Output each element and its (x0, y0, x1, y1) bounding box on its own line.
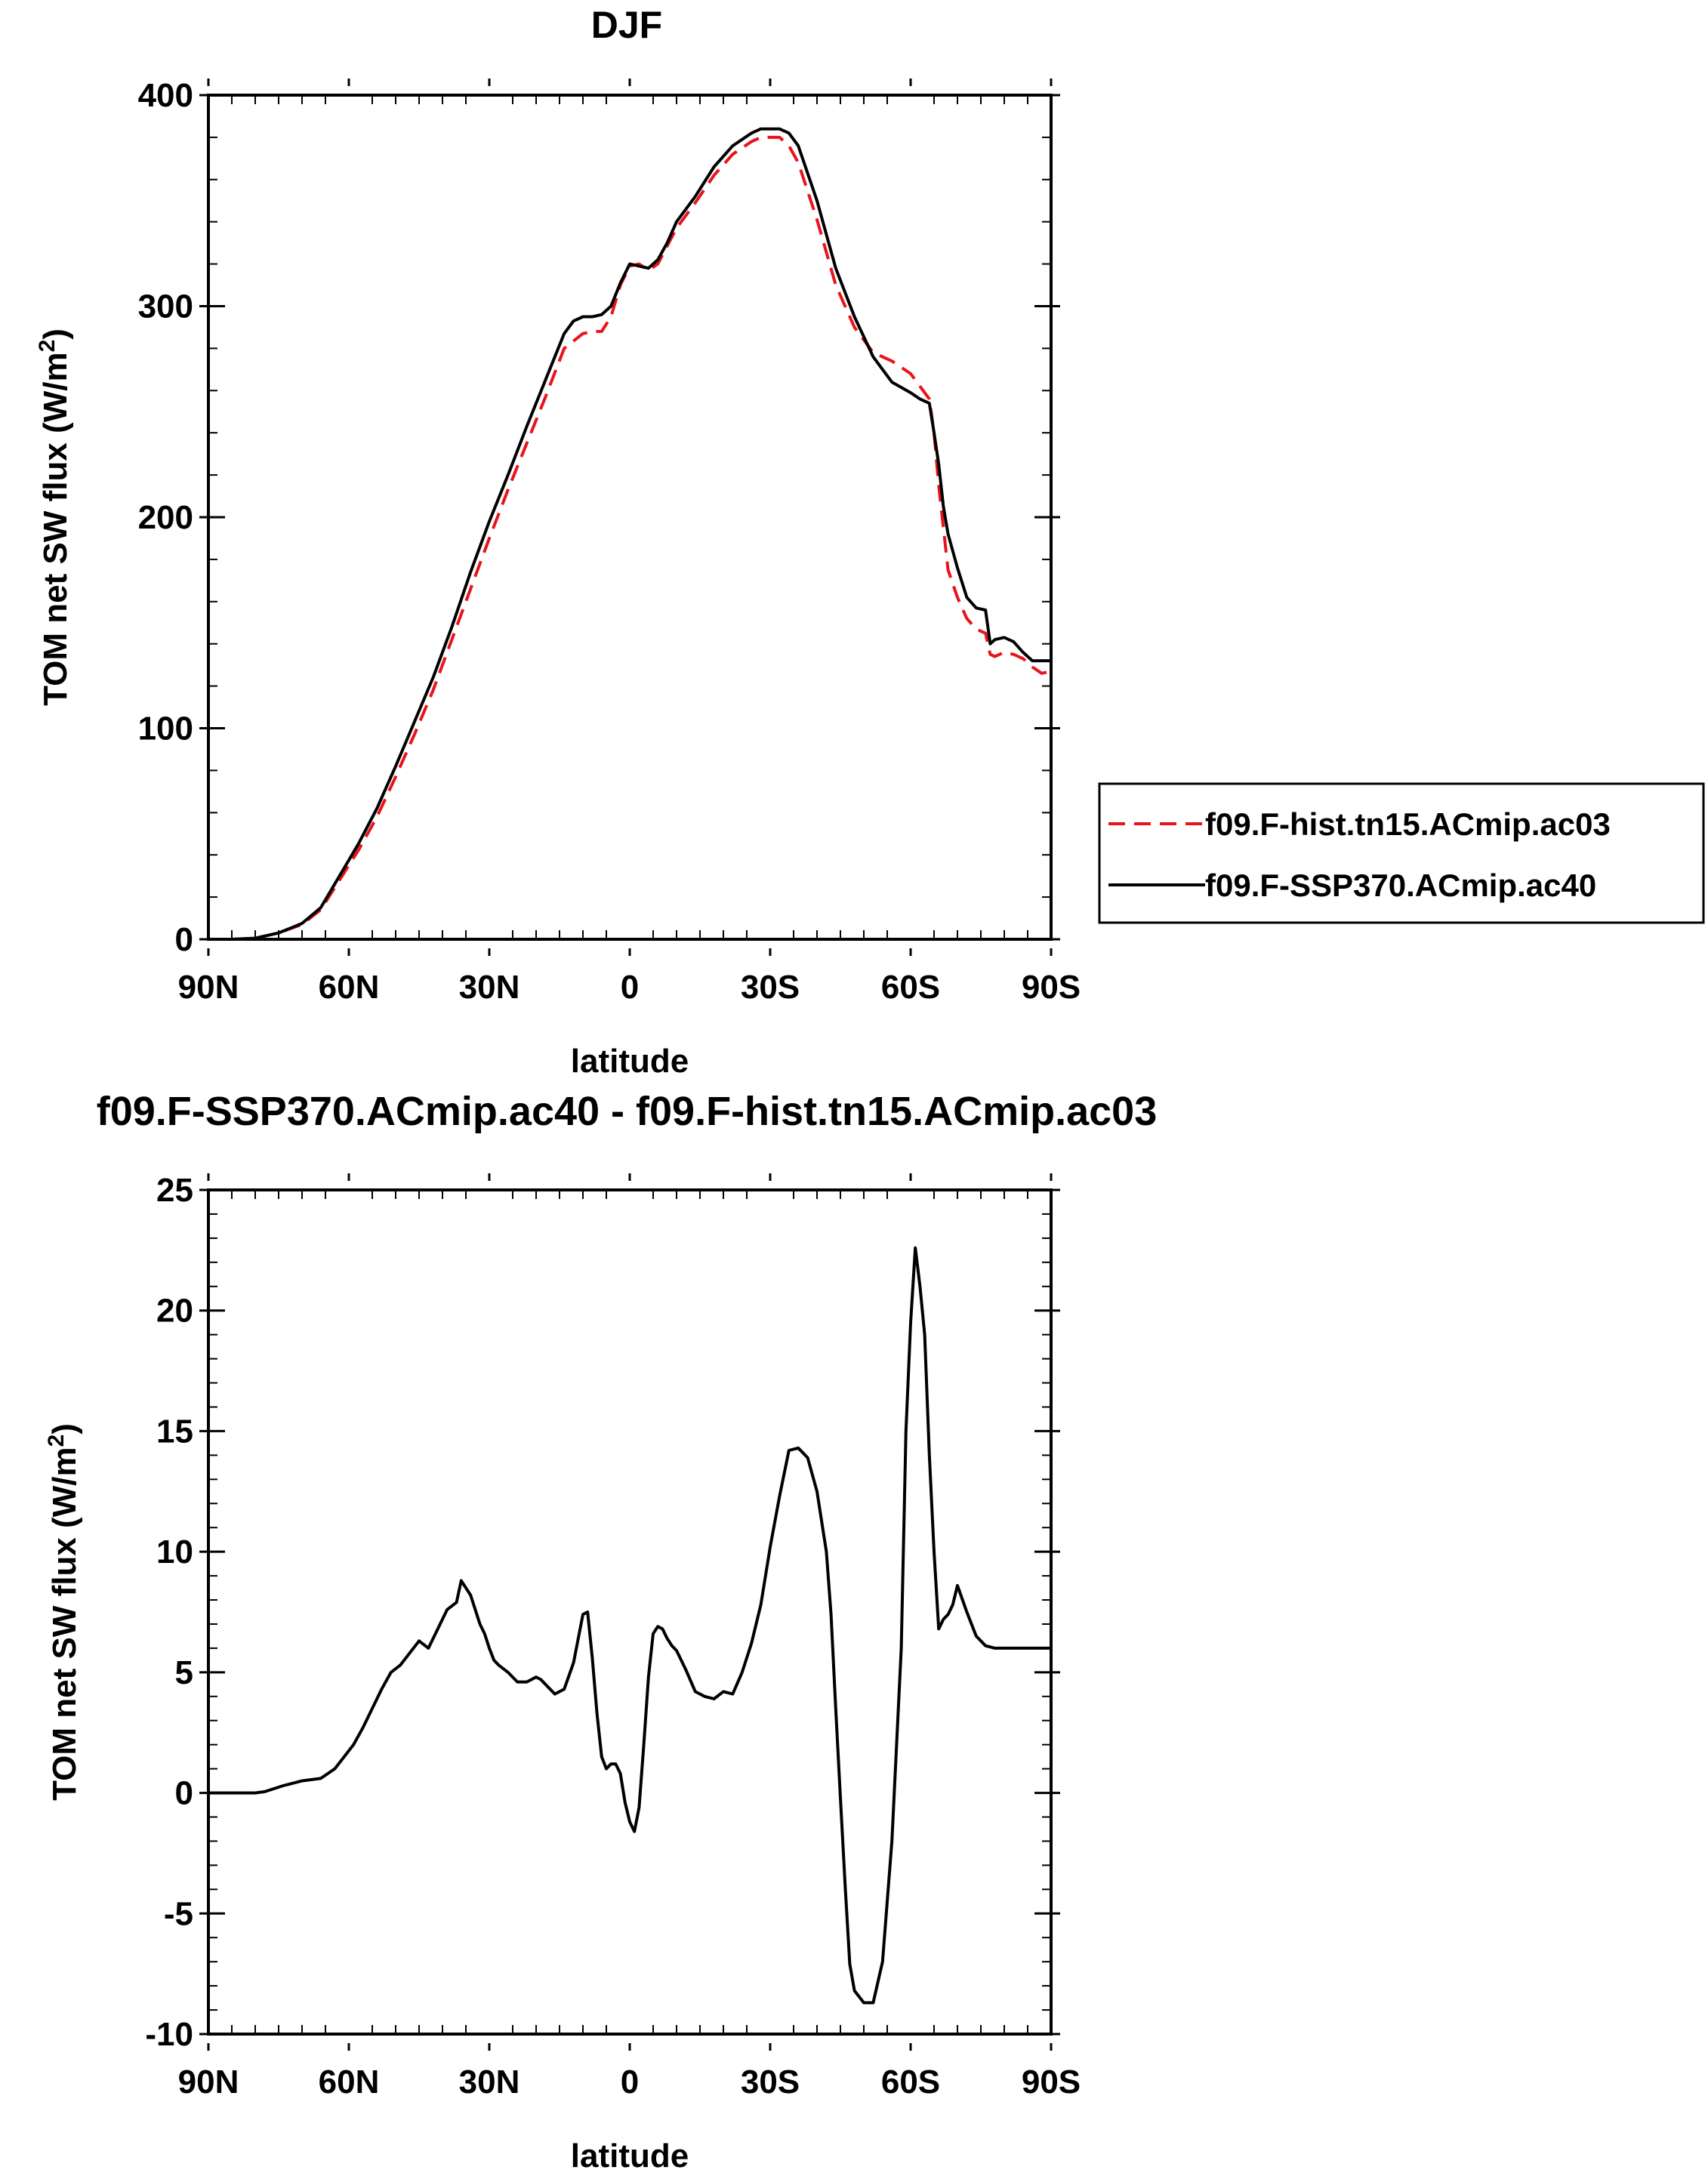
bottom-y-axis-label-close: ) (46, 1423, 83, 1435)
top-series-line-hist (208, 135, 1052, 941)
top-x-tick-label: 0 (621, 969, 639, 1006)
top-x-tick-label: 30S (741, 969, 800, 1006)
bottom-x-tick-label: 60N (319, 2064, 380, 2101)
top-y-tick-labels: 0 100 200 300 400 (138, 77, 193, 958)
bottom-y-tick-label: 25 (156, 1172, 193, 1209)
bottom-y-tick-label: 0 (175, 1775, 193, 1812)
legend-box (1098, 782, 1705, 924)
top-y-tick-label: 200 (138, 499, 193, 536)
bottom-y-tick-label: 15 (156, 1413, 193, 1450)
top-y-axis-label: TOM net SW flux (W/m2) (35, 328, 74, 706)
bottom-x-tick-label: 30S (741, 2064, 800, 2101)
bottom-x-tick-label: 30N (459, 2064, 520, 2101)
bottom-x-tick-label: 60S (881, 2064, 940, 2101)
top-plot-frame (207, 94, 1053, 941)
bottom-y-axis-label: TOM net SW flux (W/m2) (44, 1423, 83, 1801)
bottom-panel: f09.F-SSP370.ACmip.ac40 - f09.F-hist.tn1… (44, 1089, 1157, 2173)
top-y-tick-label: 100 (138, 710, 193, 747)
top-series-group (208, 127, 1052, 941)
bottom-x-tick-labels: 90N 60N 30N 0 30S 60S 90S (178, 2064, 1081, 2101)
top-y-axis-label-text: TOM net SW flux (W/m (37, 352, 74, 706)
bottom-y-axis-label-superscript: 2 (44, 1435, 69, 1447)
top-title: DJF (591, 4, 662, 46)
top-x-tick-label: 60N (319, 969, 380, 1006)
bottom-series-line-difference (208, 1246, 1051, 2005)
top-x-tick-label: 90N (178, 969, 239, 1006)
bottom-y-tick-label: -5 (164, 1895, 193, 1932)
bottom-x-tick-label: 90S (1022, 2064, 1081, 2101)
bottom-x-tick-label: 0 (621, 2064, 639, 2101)
top-x-axis-label: latitude (571, 1043, 689, 1080)
legend-label-hist: f09.F-hist.tn15.ACmip.ac03 (1205, 806, 1611, 842)
legend-label-ssp370: f09.F-SSP370.ACmip.ac40 (1205, 868, 1596, 903)
bottom-y-axis-label-text: TOM net SW flux (W/m (46, 1447, 83, 1801)
top-x-tick-label: 30N (459, 969, 520, 1006)
bottom-plot-frame (207, 1188, 1053, 2036)
top-y-tick-label: 300 (138, 288, 193, 325)
top-y-tick-label: 400 (138, 77, 193, 114)
top-x-tick-label: 60S (881, 969, 940, 1006)
bottom-y-tick-label: 10 (156, 1533, 193, 1570)
bottom-title: f09.F-SSP370.ACmip.ac40 - f09.F-hist.tn1… (97, 1089, 1157, 1134)
bottom-series-group (208, 1246, 1051, 2005)
top-y-tick-label: 0 (175, 921, 193, 958)
top-y-axis-label-close: ) (37, 328, 74, 340)
top-x-tick-labels: 90N 60N 30N 0 30S 60S 90S (178, 969, 1081, 1006)
bottom-x-axis-label: latitude (571, 2138, 689, 2173)
bottom-y-tick-label: 5 (175, 1654, 193, 1691)
bottom-tick-marks (199, 1173, 1060, 2051)
bottom-y-tick-label: 20 (156, 1293, 193, 1330)
bottom-y-tick-label: -10 (145, 2016, 193, 2053)
top-x-tick-label: 90S (1022, 969, 1081, 1006)
legend: f09.F-hist.tn15.ACmip.ac03 f09.F-SSP370.… (1098, 782, 1705, 924)
top-y-axis-label-superscript: 2 (35, 340, 60, 353)
bottom-y-tick-labels: -10 -5 0 5 10 15 20 25 (145, 1172, 193, 2053)
bottom-x-tick-label: 90N (178, 2064, 239, 2101)
top-panel: DJF 90N 60N 30N 0 30S 60S 90S 0 100 200 300 400 la… (35, 4, 1705, 1080)
top-series-line-ssp370 (208, 127, 1051, 941)
top-tick-marks (199, 79, 1060, 956)
